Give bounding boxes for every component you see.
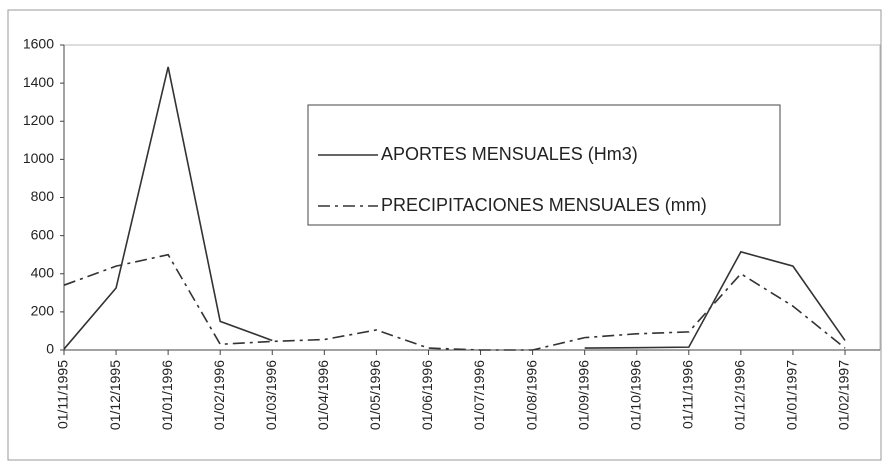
x-tick-label: 01/12/1996 (732, 360, 748, 430)
x-tick-label: 01/10/1996 (627, 360, 643, 430)
series-line (63, 66, 846, 350)
y-tick-label: 1600 (23, 36, 54, 52)
x-tick-label: 01/08/1996 (523, 360, 539, 430)
y-tick-label: 800 (31, 188, 55, 204)
y-tick-label: 1200 (23, 112, 54, 128)
x-tick-label: 01/12/1995 (107, 360, 123, 430)
x-tick-label: 01/03/1996 (263, 360, 279, 430)
x-tick-label: 01/11/1995 (55, 360, 71, 429)
y-tick-label: 1400 (23, 74, 54, 90)
x-tick-label: 01/07/1996 (471, 360, 487, 430)
y-tick-label: 0 (46, 341, 54, 357)
legend-box (307, 104, 781, 226)
legend-label: APORTES MENSUALES (Hm3) (381, 144, 638, 164)
x-tick-label: 01/04/1996 (315, 360, 331, 430)
x-tick-label: 01/01/1997 (784, 360, 800, 430)
series-line (63, 253, 846, 351)
y-tick-label: 600 (31, 226, 55, 242)
x-tick-label: 01/11/1996 (680, 360, 696, 429)
x-tick-label: 01/05/1996 (367, 360, 383, 430)
y-tick-label: 1000 (23, 150, 54, 166)
legend-label: PRECIPITACIONES MENSUALES (mm) (381, 195, 707, 215)
y-tick-label: 200 (31, 303, 55, 319)
x-tick-label: 01/09/1996 (575, 360, 591, 430)
x-tick-label: 01/01/1996 (159, 360, 175, 430)
x-tick-label: 01/06/1996 (419, 360, 435, 430)
x-tick-label: 01/02/1997 (836, 360, 852, 430)
chart-frame (7, 9, 882, 461)
x-tick-label: 01/02/1996 (211, 360, 227, 430)
y-tick-label: 400 (31, 264, 55, 280)
